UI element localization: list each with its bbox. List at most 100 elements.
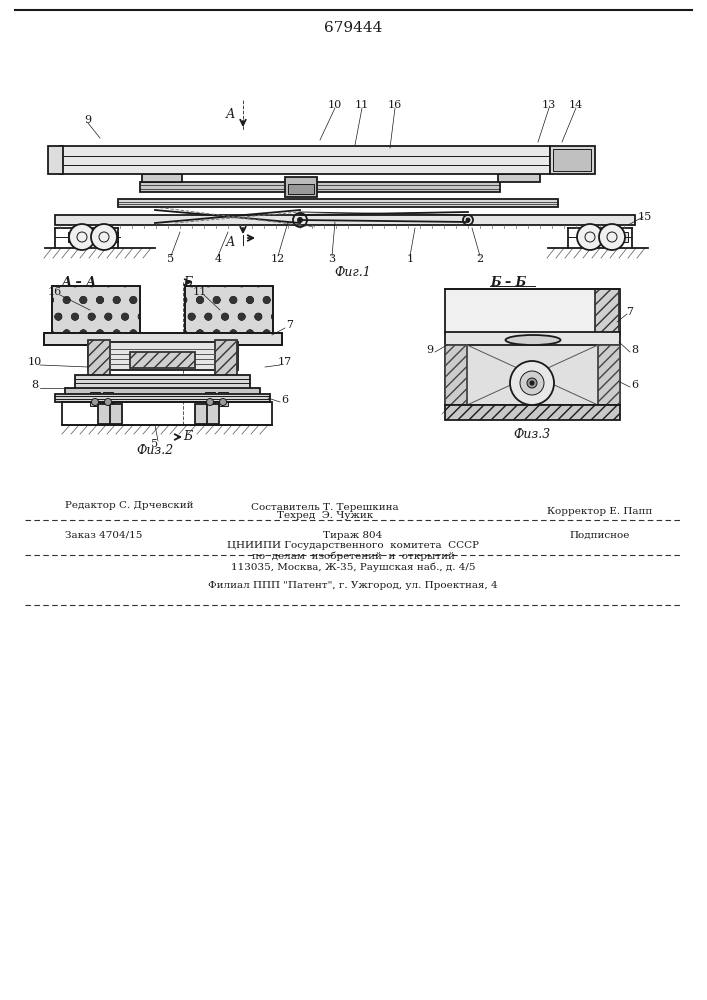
Bar <box>62 402 272 425</box>
Bar <box>207 404 219 424</box>
Text: ЦНИИПИ Государственного  комитета  СССР: ЦНИИПИ Государственного комитета СССР <box>227 540 479 550</box>
Ellipse shape <box>506 335 561 345</box>
Bar <box>48 146 63 174</box>
Bar <box>52 286 140 336</box>
Text: 12: 12 <box>271 254 285 264</box>
Text: 8: 8 <box>31 380 39 390</box>
Text: Техред  Э. Чужик: Техред Э. Чужик <box>277 512 373 520</box>
Bar <box>60 146 550 174</box>
Text: Подписное: Подписное <box>570 530 630 540</box>
Circle shape <box>69 224 95 250</box>
Bar <box>550 146 595 174</box>
Circle shape <box>91 398 98 406</box>
Text: 14: 14 <box>569 100 583 110</box>
Circle shape <box>577 224 603 250</box>
Text: 13: 13 <box>542 100 556 110</box>
Circle shape <box>298 218 303 223</box>
Bar <box>215 340 237 385</box>
Text: Редактор С. Дрчевский: Редактор С. Дрчевский <box>65 502 194 510</box>
Text: 113035, Москва, Ж-35, Раушская наб., д. 4/5: 113035, Москва, Ж-35, Раушская наб., д. … <box>230 562 475 572</box>
Text: Тираж 804: Тираж 804 <box>323 530 382 540</box>
Bar <box>142 174 182 182</box>
Bar <box>90 392 100 406</box>
Bar <box>578 232 628 242</box>
Text: Б – Б: Б – Б <box>490 275 526 288</box>
Circle shape <box>599 224 625 250</box>
Text: 2: 2 <box>477 254 484 264</box>
Text: 9: 9 <box>426 345 433 355</box>
Text: Заказ 4704/15: Заказ 4704/15 <box>65 530 142 540</box>
Text: 9: 9 <box>84 115 92 125</box>
Bar <box>595 289 619 334</box>
Text: 10: 10 <box>328 100 342 110</box>
Circle shape <box>530 381 534 385</box>
Bar <box>103 392 113 406</box>
Bar <box>515 337 550 343</box>
Text: 1: 1 <box>407 254 414 264</box>
Text: 17: 17 <box>278 357 292 367</box>
Circle shape <box>105 398 112 406</box>
Text: 6: 6 <box>631 380 638 390</box>
Text: 15: 15 <box>638 212 652 222</box>
Circle shape <box>510 361 554 405</box>
Text: Физ.2: Физ.2 <box>136 444 174 458</box>
Text: Б: Б <box>183 430 192 442</box>
Bar <box>445 345 467 405</box>
Bar <box>118 199 558 207</box>
Text: 6: 6 <box>281 395 288 405</box>
Text: 16: 16 <box>388 100 402 110</box>
Bar <box>445 332 620 347</box>
Text: 16: 16 <box>48 287 62 297</box>
Bar <box>445 345 620 405</box>
Text: Физ.3: Физ.3 <box>513 428 551 442</box>
Text: Составитель Т. Терешкина: Составитель Т. Терешкина <box>251 502 399 512</box>
Bar <box>218 392 228 406</box>
Text: Корректор Е. Папп: Корректор Е. Папп <box>547 506 653 516</box>
Bar <box>205 392 215 406</box>
Text: 8: 8 <box>631 345 638 355</box>
Bar <box>110 404 122 424</box>
Circle shape <box>91 224 117 250</box>
Bar <box>130 352 195 368</box>
Circle shape <box>520 371 544 395</box>
Bar <box>98 404 114 424</box>
Bar <box>553 149 591 171</box>
Bar <box>55 394 270 402</box>
Bar <box>55 215 635 225</box>
Bar <box>498 174 540 182</box>
Text: Филиал ППП "Патент", г. Ужгород, ул. Проектная, 4: Филиал ППП "Патент", г. Ужгород, ул. Про… <box>208 580 498 589</box>
Circle shape <box>527 378 537 388</box>
Text: 3: 3 <box>329 254 336 264</box>
Circle shape <box>219 398 226 406</box>
Bar <box>52 286 140 336</box>
Bar <box>195 404 211 424</box>
Bar <box>140 182 500 192</box>
Text: 679444: 679444 <box>324 21 382 35</box>
Text: А: А <box>226 235 235 248</box>
Text: 11: 11 <box>193 287 207 297</box>
Bar <box>44 333 282 345</box>
Bar <box>44 333 282 345</box>
Text: Б: Б <box>183 275 192 288</box>
Bar <box>445 405 620 420</box>
Bar <box>68 232 118 242</box>
Bar <box>75 375 250 390</box>
Bar <box>288 184 314 194</box>
Bar <box>285 177 317 197</box>
Text: по  делам  изобретений  и  открытий: по делам изобретений и открытий <box>252 551 455 561</box>
Text: 7: 7 <box>626 307 633 317</box>
Circle shape <box>206 398 214 406</box>
Text: 10: 10 <box>28 357 42 367</box>
Bar <box>445 289 620 334</box>
Text: 4: 4 <box>214 254 221 264</box>
Text: А: А <box>226 107 235 120</box>
Bar <box>88 342 238 370</box>
Text: Фиг.1: Фиг.1 <box>334 265 371 278</box>
Text: 11: 11 <box>355 100 369 110</box>
Bar <box>185 286 273 336</box>
Text: 7: 7 <box>286 320 293 330</box>
Bar <box>88 340 110 385</box>
Text: А – А: А – А <box>62 275 98 288</box>
Text: 5: 5 <box>151 439 158 449</box>
Circle shape <box>466 218 470 222</box>
